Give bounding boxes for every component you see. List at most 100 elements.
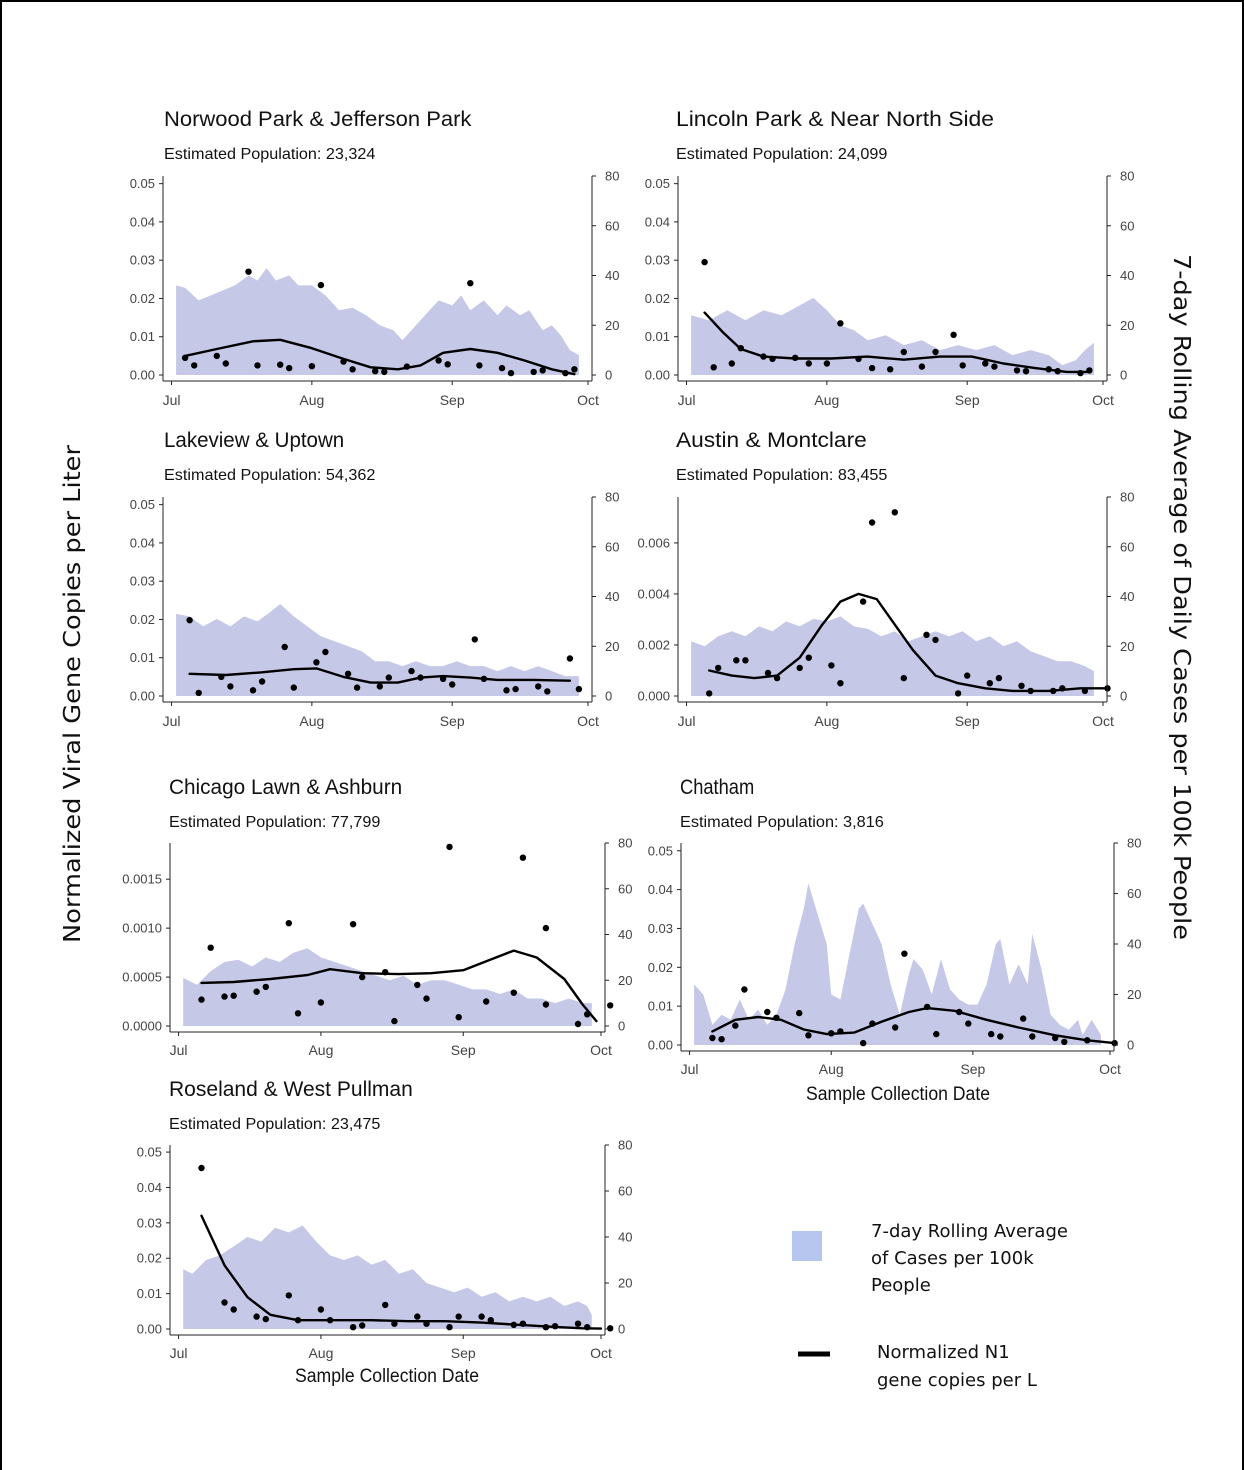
chart-subtitle: Estimated Population: 54,362 bbox=[164, 467, 376, 484]
n1-point bbox=[956, 1008, 963, 1016]
n1-point bbox=[900, 674, 907, 682]
n1-point bbox=[1084, 1037, 1091, 1044]
y-right-tick-label: 0 bbox=[1127, 1038, 1134, 1053]
n1-point bbox=[805, 1032, 812, 1039]
y-left-tick-label: 0.00 bbox=[130, 689, 155, 704]
right-axis-title: 7-day Rolling Average of Daily Cases per… bbox=[1168, 254, 1194, 940]
n1-point bbox=[715, 664, 722, 672]
n1-smooth-line bbox=[711, 1006, 1116, 1045]
n1-point bbox=[551, 1323, 559, 1330]
y-left-tick-label: 0.05 bbox=[645, 176, 670, 191]
x-tick-label: Oct bbox=[590, 1345, 612, 1361]
y-left-tick-label: 0.04 bbox=[130, 214, 155, 229]
y-left-tick-label: 0.04 bbox=[645, 214, 670, 229]
n1-point bbox=[562, 369, 569, 377]
n1-point bbox=[213, 352, 220, 360]
n1-point bbox=[982, 360, 989, 367]
legend-line-label: Normalized N1 bbox=[877, 1342, 1010, 1363]
y-left-tick-label: 0.03 bbox=[130, 574, 155, 589]
n1-point bbox=[530, 368, 537, 376]
cases-area bbox=[691, 616, 1094, 696]
chart-title: Chicago Lawn & Ashburn bbox=[169, 776, 402, 799]
x-tick-label: Aug bbox=[308, 1345, 333, 1361]
y-left-tick-label: 0.04 bbox=[648, 882, 673, 897]
n1-point bbox=[741, 986, 748, 993]
x-tick-label: Oct bbox=[577, 392, 599, 408]
n1-point bbox=[1022, 368, 1030, 375]
chart-title: Austin & Montclare bbox=[676, 429, 867, 452]
n1-point bbox=[828, 1030, 835, 1037]
y-right-tick-label: 40 bbox=[1120, 589, 1134, 604]
n1-point bbox=[773, 1014, 780, 1021]
y-left-tick-label: 0.0010 bbox=[122, 921, 162, 936]
y-left-tick-label: 0.0005 bbox=[122, 970, 162, 985]
n1-point bbox=[435, 357, 442, 364]
n1-point bbox=[923, 631, 930, 638]
y-left-tick-label: 0.01 bbox=[137, 1286, 162, 1301]
chart-subtitle: Estimated Population: 23,475 bbox=[169, 1116, 381, 1133]
x-tick-label: Aug bbox=[299, 713, 324, 729]
n1-point bbox=[566, 655, 574, 662]
x-tick-label: Sep bbox=[955, 392, 980, 408]
chart-subtitle: Estimated Population: 3,816 bbox=[680, 814, 884, 831]
n1-point bbox=[349, 1324, 357, 1331]
n1-point bbox=[584, 1011, 591, 1018]
n1-point bbox=[796, 664, 803, 672]
n1-point bbox=[249, 687, 257, 694]
n1-point bbox=[1050, 687, 1057, 695]
cases-area bbox=[691, 297, 1094, 375]
n1-point bbox=[245, 268, 252, 275]
n1-point bbox=[359, 1322, 366, 1329]
y-left-tick-label: 0.05 bbox=[648, 843, 673, 858]
y-right-tick-label: 80 bbox=[1127, 836, 1141, 851]
n1-point bbox=[258, 678, 266, 685]
n1-point bbox=[198, 1164, 205, 1172]
x-tick-label: Jul bbox=[170, 1345, 188, 1361]
n1-point bbox=[476, 362, 483, 369]
y-right-tick-label: 20 bbox=[605, 318, 619, 333]
n1-point bbox=[892, 1024, 899, 1031]
y-left-tick-label: 0.0015 bbox=[122, 872, 162, 887]
n1-point bbox=[732, 1022, 739, 1029]
y-right-tick-label: 60 bbox=[618, 1184, 632, 1199]
n1-point bbox=[498, 364, 506, 372]
n1-point bbox=[483, 998, 490, 1005]
n1-point bbox=[519, 1320, 527, 1327]
chart-panel: Roseland & West Pullman Estimated Populat… bbox=[137, 1078, 633, 1361]
n1-point bbox=[423, 995, 430, 1002]
n1-point bbox=[728, 360, 735, 367]
y-right-tick-label: 0 bbox=[618, 1322, 625, 1337]
n1-point bbox=[868, 364, 876, 372]
n1-point bbox=[837, 1028, 844, 1035]
n1-point bbox=[191, 362, 198, 369]
y-left-tick-label: 0.0000 bbox=[122, 1019, 162, 1034]
n1-point bbox=[837, 680, 844, 687]
chart-subtitle: Estimated Population: 77,799 bbox=[169, 814, 381, 831]
y-right-tick-label: 0 bbox=[605, 368, 612, 383]
n1-point bbox=[584, 1324, 591, 1331]
n1-point bbox=[510, 1321, 517, 1329]
n1-point bbox=[254, 362, 261, 369]
x-tick-label: Oct bbox=[1092, 392, 1114, 408]
n1-point bbox=[542, 1001, 550, 1008]
n1-point bbox=[455, 1014, 462, 1021]
x-tick-label: Aug bbox=[308, 1042, 333, 1058]
n1-point bbox=[519, 854, 527, 861]
n1-point bbox=[737, 345, 744, 352]
n1-point bbox=[353, 684, 361, 691]
y-right-tick-label: 20 bbox=[618, 1276, 632, 1291]
n1-point bbox=[792, 354, 799, 361]
n1-point bbox=[828, 662, 835, 669]
chart-subtitle: Estimated Population: 24,099 bbox=[676, 146, 888, 163]
x-tick-label: Jul bbox=[678, 392, 696, 408]
n1-point bbox=[574, 1020, 582, 1028]
n1-point bbox=[1052, 1034, 1059, 1042]
n1-point bbox=[859, 598, 867, 605]
y-left-tick-label: 0.05 bbox=[130, 497, 155, 512]
n1-point bbox=[207, 944, 214, 951]
chart-subtitle: Estimated Population: 83,455 bbox=[676, 467, 888, 484]
n1-point bbox=[823, 360, 831, 367]
n1-point bbox=[986, 680, 993, 687]
legend-area-label: People bbox=[871, 1275, 931, 1296]
chart-title: Chatham bbox=[680, 776, 754, 799]
